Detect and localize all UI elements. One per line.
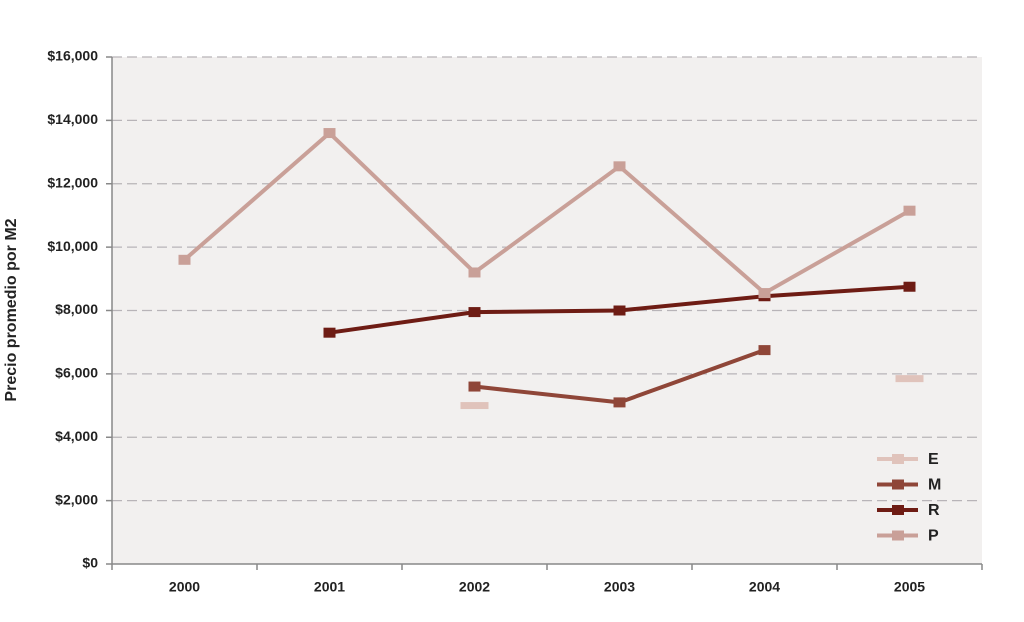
point bbox=[178, 254, 191, 265]
y-tick-label: $2,000 bbox=[55, 491, 98, 507]
point bbox=[903, 281, 916, 292]
x-tick-label: 2001 bbox=[314, 579, 345, 595]
y-tick-label: $6,000 bbox=[55, 365, 98, 381]
point bbox=[468, 307, 481, 318]
point bbox=[758, 288, 771, 299]
legend-marker bbox=[892, 454, 904, 464]
point bbox=[895, 375, 924, 383]
y-tick-label: $0 bbox=[82, 555, 98, 571]
point bbox=[613, 305, 626, 316]
legend-label: P bbox=[928, 528, 939, 545]
y-tick-label: $16,000 bbox=[47, 48, 98, 64]
x-tick-label: 2003 bbox=[604, 579, 635, 595]
point bbox=[460, 402, 489, 410]
point bbox=[758, 345, 771, 356]
legend-label: R bbox=[928, 502, 940, 519]
x-tick-label: 2005 bbox=[894, 579, 925, 595]
legend-label: E bbox=[928, 451, 939, 468]
point bbox=[903, 205, 916, 216]
x-tick-label: 2004 bbox=[749, 579, 780, 595]
y-tick-label: $4,000 bbox=[55, 428, 98, 444]
legend-label: M bbox=[928, 477, 941, 494]
y-axis-label: Precio promedio por M2 bbox=[3, 218, 20, 401]
point bbox=[613, 161, 626, 172]
legend-marker bbox=[892, 530, 904, 541]
legend-marker bbox=[892, 505, 904, 515]
series-line bbox=[183, 131, 911, 296]
point bbox=[468, 381, 481, 392]
x-tick-label: 2002 bbox=[459, 579, 490, 595]
point bbox=[613, 397, 626, 408]
y-tick-label: $14,000 bbox=[47, 111, 98, 127]
y-tick-label: $12,000 bbox=[47, 174, 98, 190]
point bbox=[468, 267, 481, 278]
y-tick-label: $10,000 bbox=[47, 238, 98, 254]
legend-marker bbox=[892, 479, 904, 490]
y-tick-label: $8,000 bbox=[55, 301, 98, 317]
x-tick-label: 2000 bbox=[169, 579, 200, 595]
point bbox=[323, 327, 336, 338]
point bbox=[323, 128, 336, 139]
